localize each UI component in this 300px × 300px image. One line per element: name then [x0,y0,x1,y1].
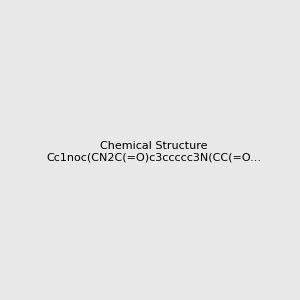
Text: Chemical Structure
Cc1noc(CN2C(=O)c3ccccc3N(CC(=O...: Chemical Structure Cc1noc(CN2C(=O)c3cccc… [46,141,261,162]
